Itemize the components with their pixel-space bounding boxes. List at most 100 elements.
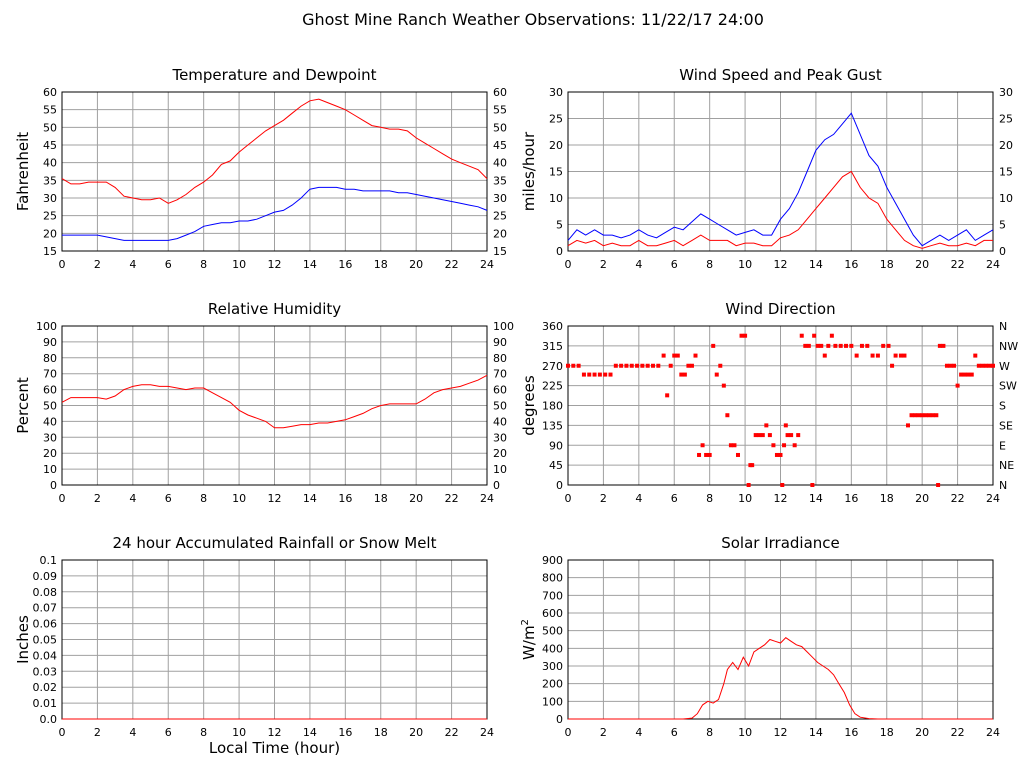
direction-point [624, 363, 629, 368]
humidity-xtick-label: 12 [268, 492, 282, 505]
solar-ylabel: W/m2 [520, 619, 538, 660]
direction-point [753, 433, 758, 438]
direction-point [581, 372, 586, 377]
page-title: Ghost Mine Ranch Weather Observations: 1… [302, 10, 764, 29]
wind-ytick-label: 30 [549, 86, 563, 99]
wind-ytick-label: 10 [549, 192, 563, 205]
humidity-right-tick-label: 20 [493, 447, 507, 460]
direction-right-tick-label: NW [999, 340, 1018, 353]
direction-point [936, 483, 941, 487]
wind-right-tick-label: 15 [999, 166, 1013, 179]
direction-point [640, 363, 645, 368]
temperature-xtick-label: 4 [129, 258, 136, 271]
wind-xtick-label: 10 [738, 258, 752, 271]
direction-point [635, 363, 640, 368]
wind-ylabel: miles/hour [520, 131, 538, 211]
temperature-xtick-label: 24 [480, 258, 494, 271]
direction-point [783, 423, 788, 428]
direction-ytick-label: 180 [542, 400, 563, 413]
direction-point [711, 343, 716, 348]
direction-point [875, 353, 880, 358]
humidity-ylabel: Percent [14, 377, 32, 434]
direction-point [893, 353, 898, 358]
direction-right-tick-label: SE [999, 419, 1013, 432]
rain-ytick-label: 0.02 [33, 681, 58, 694]
temperature-ytick-label: 30 [43, 192, 57, 205]
direction-point [718, 363, 723, 368]
direction-point [597, 372, 602, 377]
solar-xtick-label: 16 [844, 726, 858, 739]
humidity-series-line-0 [61, 374, 488, 429]
rain-ylabel: Inches [14, 615, 32, 664]
charts-root: 0 2 4 6 8 10 12 14 16 18 20 22 241520253035404550556… [14, 66, 1018, 757]
direction-xtick-label: 20 [915, 492, 929, 505]
direction-point [743, 333, 748, 338]
wind-xtick-label: 20 [915, 258, 929, 271]
direction-xtick-label: 2 [600, 492, 607, 505]
direction-point [750, 463, 755, 468]
direction-point [923, 413, 928, 418]
direction-point [849, 343, 854, 348]
rain-ytick-label: 0.0 [40, 713, 58, 726]
direction-point [881, 343, 886, 348]
direction-point [587, 372, 592, 377]
wind-ytick-label: 20 [549, 139, 563, 152]
wind-ytick-label: 5 [556, 219, 563, 232]
rain-ytick-label: 0.09 [33, 570, 58, 583]
temperature-right-tick-label: 20 [493, 227, 507, 240]
direction-point [934, 413, 939, 418]
temperature-ytick-label: 40 [43, 157, 57, 170]
direction-point [955, 383, 960, 388]
solar-ytick-label: 900 [542, 554, 563, 567]
direction-point [707, 452, 712, 457]
direction-point [829, 333, 834, 338]
temperature-xtick-label: 22 [445, 258, 459, 271]
direction-point [668, 363, 673, 368]
solar-ytick-label: 500 [542, 625, 563, 638]
direction-point [778, 452, 783, 457]
humidity-right-tick-label: 60 [493, 384, 507, 397]
direction-point [760, 433, 765, 438]
humidity-title: Relative Humidity [208, 300, 341, 318]
humidity-xtick-label: 18 [374, 492, 388, 505]
direction-right-tick-label: S [999, 400, 1006, 413]
direction-point [806, 343, 811, 348]
direction-point [792, 443, 797, 448]
solar-plot-frame [567, 559, 994, 720]
direction-ytick-label: 315 [542, 340, 563, 353]
wind-ytick-label: 0 [556, 245, 563, 258]
direction-point [844, 343, 849, 348]
direction-point [656, 363, 661, 368]
direction-point [700, 443, 705, 448]
direction-point [697, 452, 702, 457]
wind-xtick-label: 4 [635, 258, 642, 271]
temperature-xtick-label: 12 [268, 258, 282, 271]
rain-ytick-label: 0.04 [33, 649, 58, 662]
humidity-plot-frame [61, 325, 488, 486]
direction-right-tick-label: W [999, 360, 1010, 373]
direction-point [909, 413, 914, 418]
solar-ytick-label: 800 [542, 572, 563, 585]
temperature-ytick-label: 55 [43, 104, 57, 117]
wind-xtick-label: 24 [986, 258, 1000, 271]
rain-ytick-label: 0.1 [40, 554, 58, 567]
rain-ytick-label: 0.03 [33, 665, 58, 678]
direction-point [704, 452, 709, 457]
humidity-ytick-label: 70 [43, 368, 57, 381]
direction-ytick-label: 45 [549, 459, 563, 472]
wind-xtick-label: 6 [671, 258, 678, 271]
humidity-xtick-label: 2 [94, 492, 101, 505]
direction-point [661, 353, 666, 358]
direction-point [944, 363, 949, 368]
direction-point [774, 452, 779, 457]
temperature-ytick-label: 50 [43, 121, 57, 134]
direction-chart: 0 2 4 6 8 10 12 14 16 18 20 22 240459013518022527031… [520, 300, 1018, 505]
solar-xtick-label: 4 [635, 726, 642, 739]
humidity-xtick-label: 22 [445, 492, 459, 505]
solar-ytick-label: 400 [542, 642, 563, 655]
wind-xtick-label: 16 [844, 258, 858, 271]
humidity-xtick-label: 24 [480, 492, 494, 505]
direction-title: Wind Direction [725, 300, 835, 318]
